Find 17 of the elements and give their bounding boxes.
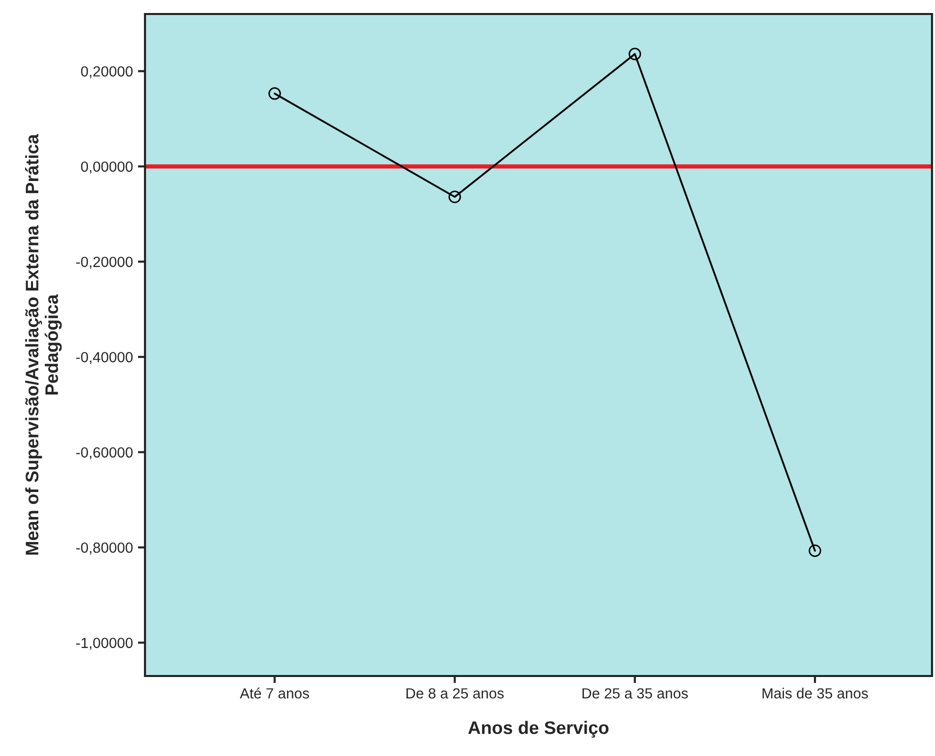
point — [808, 544, 822, 557]
x-tick-label: De 8 a 25 anos — [406, 688, 504, 699]
point — [628, 48, 642, 60]
y-tick-label: -1,00000 — [76, 638, 133, 650]
y-tick-label: -0,60000 — [76, 447, 133, 460]
point — [448, 190, 462, 204]
x-tick-label: Até 7 anos — [240, 688, 310, 699]
y-tick-label: 0,20000 — [81, 66, 133, 78]
point — [268, 87, 281, 100]
y-tick-label: -0,80000 — [76, 542, 133, 555]
y-axis-title: Mean of Supervisão/Avaliação Externa da Prática Pedagógica — [25, 134, 62, 555]
x-tick-label: De 25 a 35 anos — [582, 688, 688, 699]
x-tick-label: Mais de 35 anos — [762, 688, 868, 699]
y-tick-label: -0,40000 — [76, 352, 133, 364]
y-tick-label: -0,20000 — [76, 256, 133, 269]
y-tick-label: 0,00000 — [81, 162, 133, 174]
x-axis-title: Anos de Serviço — [468, 720, 609, 738]
